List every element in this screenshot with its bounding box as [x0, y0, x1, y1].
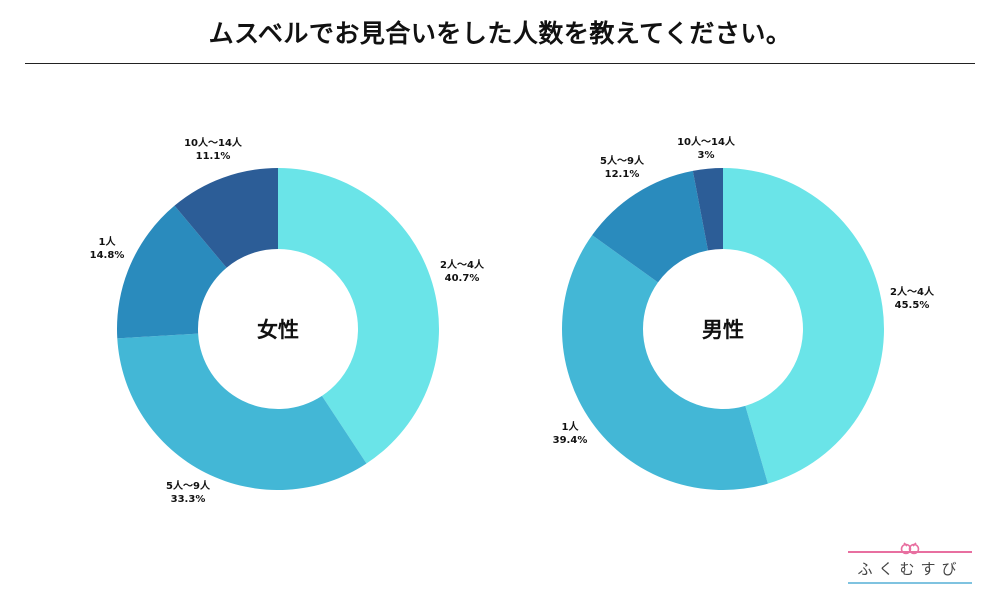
slice-label-male-2: 5人〜9人 12.1%: [600, 154, 645, 180]
slice-label-male-3: 10人〜14人 3%: [677, 135, 736, 161]
title-divider: [25, 63, 975, 64]
slice-value-female-3: 11.1%: [196, 151, 231, 162]
slice-female-0: [278, 168, 440, 464]
slice-label-male-0: 2人〜4人 45.5%: [890, 285, 935, 311]
slice-category-female-2: 1人: [99, 235, 117, 248]
page-title: ムスベルでお見合いをした人数を教えてください。: [208, 19, 792, 48]
slice-value-male-3: 3%: [698, 150, 715, 161]
logo-line-bottom: [848, 582, 972, 584]
logo-text: ふくむすび: [857, 560, 963, 578]
slice-label-female-3: 10人〜14人 11.1%: [184, 136, 243, 162]
slice-male-0: [723, 168, 884, 484]
knot-icon: [900, 542, 920, 555]
slice-category-male-3: 10人〜14人: [677, 135, 736, 148]
center-label-male: 男性: [702, 318, 744, 342]
slice-female-3: [174, 168, 278, 268]
slice-male-3: [692, 167, 723, 251]
slice-value-male-2: 12.1%: [605, 169, 640, 180]
slice-value-female-1: 33.3%: [171, 494, 206, 505]
slice-category-female-3: 10人〜14人: [184, 136, 243, 149]
donut-chart-female: 2人〜4人 40.7% 5人〜9人 33.3% 1人 14.8% 10人〜14人 11.1% 女…: [90, 136, 485, 505]
slice-female-1: [117, 333, 367, 490]
slice-label-female-2: 1人 14.8%: [90, 235, 125, 261]
slice-category-male-2: 5人〜9人: [600, 154, 645, 167]
slice-label-female-0: 2人〜4人 40.7%: [440, 258, 485, 284]
center-label-female: 女性: [257, 318, 299, 342]
slice-male-2: [592, 170, 709, 283]
slice-male-1: [561, 235, 768, 490]
slice-category-female-1: 5人〜9人: [166, 479, 211, 492]
slice-female-2: [116, 205, 227, 339]
slice-category-male-0: 2人〜4人: [890, 285, 935, 298]
slice-category-male-1: 1人: [562, 420, 580, 433]
brand-logo: ふくむすび: [848, 540, 972, 586]
slice-value-female-0: 40.7%: [445, 273, 480, 284]
slice-value-female-2: 14.8%: [90, 250, 125, 261]
slice-label-female-1: 5人〜9人 33.3%: [166, 479, 211, 505]
slice-category-female-0: 2人〜4人: [440, 258, 485, 271]
slice-value-male-0: 45.5%: [895, 300, 930, 311]
